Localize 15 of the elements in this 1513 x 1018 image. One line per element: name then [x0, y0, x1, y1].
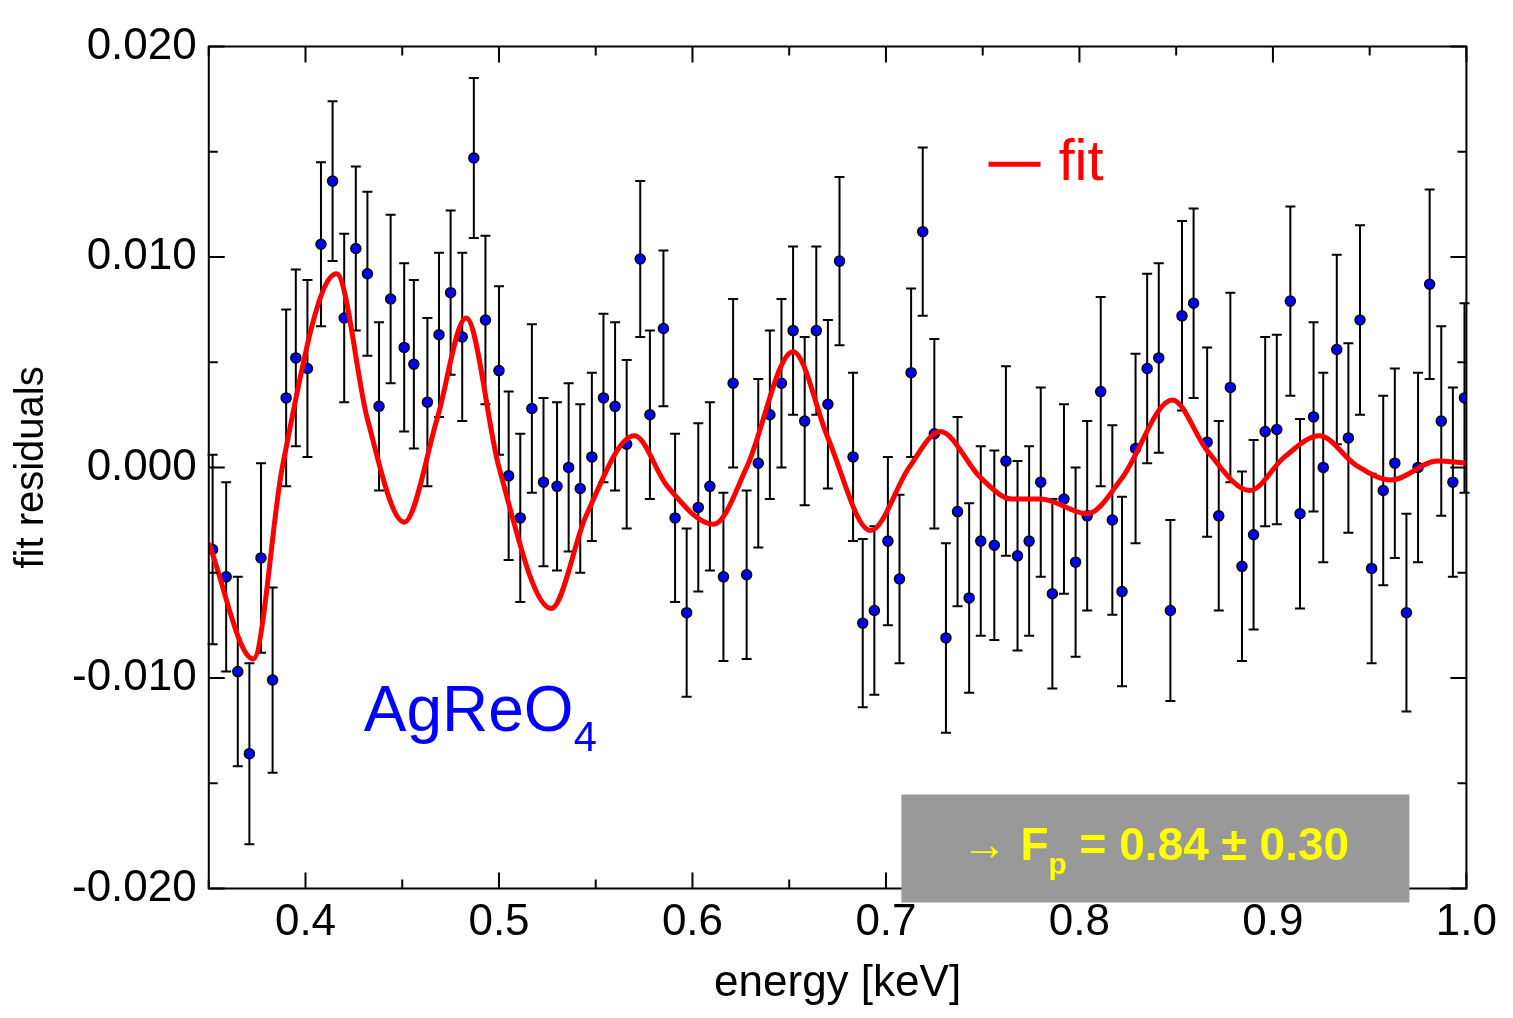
x-axis-title: energy [keV]: [714, 955, 962, 1005]
y-tick-label: -0.020: [71, 860, 197, 910]
legend-label: fit: [1058, 127, 1104, 193]
x-tick-label: 0.5: [468, 894, 530, 944]
y-tick-label: 0.000: [86, 439, 197, 489]
x-tick-label: 0.6: [661, 894, 724, 944]
x-tick-label: 0.8: [1048, 894, 1111, 944]
x-tick-label: 0.9: [1242, 894, 1304, 944]
x-tick-label: 0.7: [855, 894, 917, 944]
x-tick-label: 0.4: [274, 894, 337, 944]
y-axis-title: fit residuals: [7, 366, 52, 569]
y-tick-label: -0.010: [71, 650, 197, 700]
x-tick-label: 1.0: [1435, 894, 1497, 944]
y-tick-label: 0.010: [86, 229, 197, 279]
y-tick-label: 0.020: [86, 18, 197, 68]
